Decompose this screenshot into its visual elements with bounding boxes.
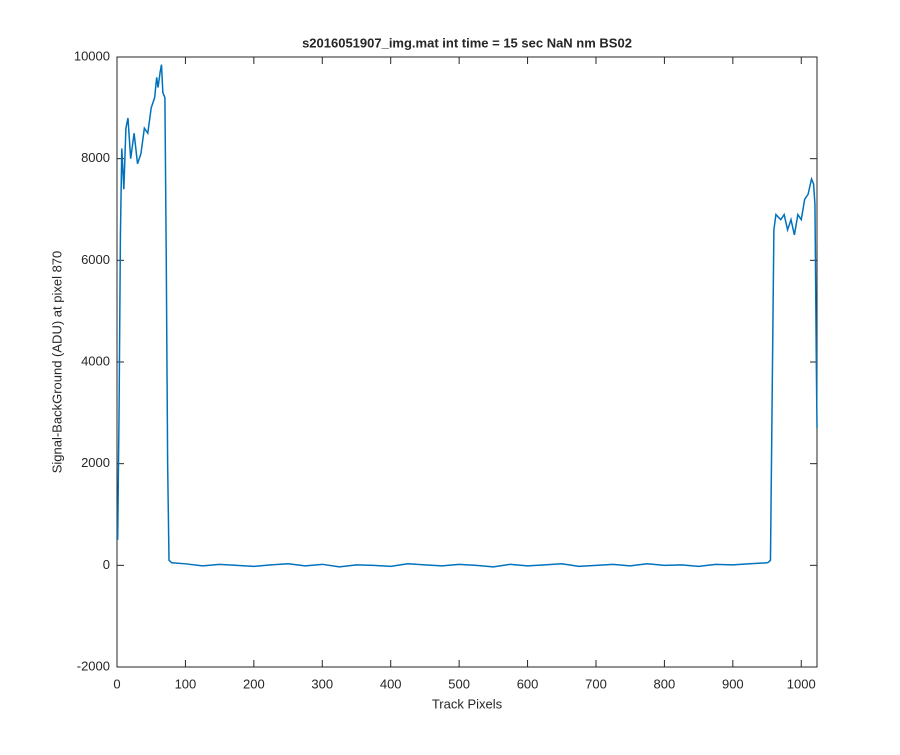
plot-box bbox=[116, 56, 818, 668]
y-tick-label: 2000 bbox=[81, 455, 110, 470]
y-tick-label: 10000 bbox=[74, 48, 110, 63]
x-tick-label: 400 bbox=[380, 676, 402, 691]
x-tick-label: 800 bbox=[654, 676, 676, 691]
y-tick-label: 0 bbox=[103, 557, 110, 572]
y-axis-label: Signal-BackGround (ADU) at pixel 870 bbox=[49, 251, 64, 474]
chart-title: s2016051907_img.mat int time = 15 sec Na… bbox=[302, 35, 632, 50]
data-line bbox=[116, 64, 818, 568]
x-tick-label: 600 bbox=[517, 676, 539, 691]
x-tick-label: 200 bbox=[243, 676, 265, 691]
y-tick-label: 6000 bbox=[81, 252, 110, 267]
x-tick-label: 700 bbox=[585, 676, 607, 691]
x-axis-label: Track Pixels bbox=[432, 696, 503, 711]
x-tick-label: 1000 bbox=[787, 676, 816, 691]
x-tick-label: 900 bbox=[722, 676, 744, 691]
y-tick-label: 8000 bbox=[81, 150, 110, 165]
x-tick-label: 300 bbox=[311, 676, 333, 691]
y-tick-label: -2000 bbox=[77, 658, 110, 673]
x-tick-label: 100 bbox=[175, 676, 197, 691]
y-tick-label: 4000 bbox=[81, 353, 110, 368]
x-tick-label: 0 bbox=[113, 676, 120, 691]
x-tick-label: 500 bbox=[448, 676, 470, 691]
